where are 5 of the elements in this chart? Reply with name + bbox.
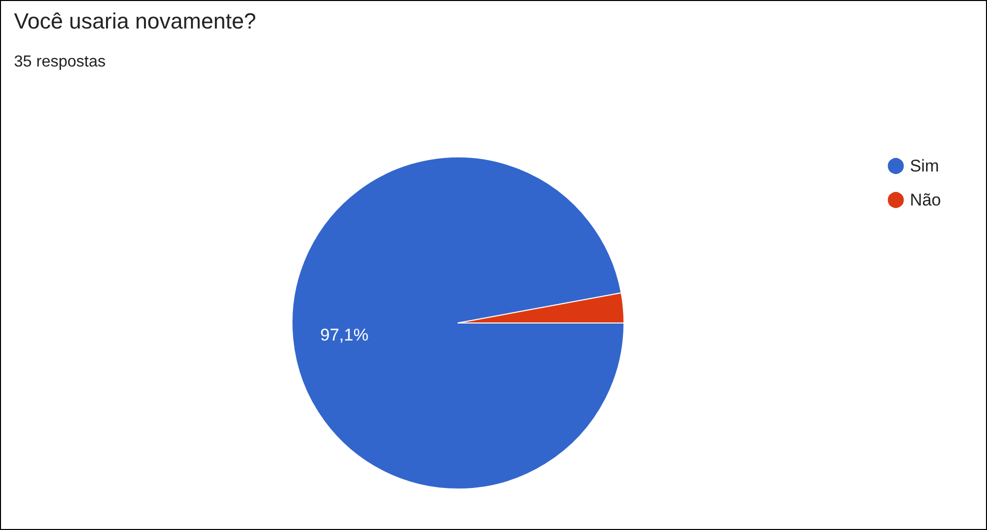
legend-label: Não xyxy=(910,190,941,210)
data-label: 97,1% xyxy=(320,325,368,344)
text: 35 respostas xyxy=(14,54,106,70)
chart-title: Você usaria novamente? xyxy=(14,8,256,34)
legend-label: Sim xyxy=(910,156,940,176)
